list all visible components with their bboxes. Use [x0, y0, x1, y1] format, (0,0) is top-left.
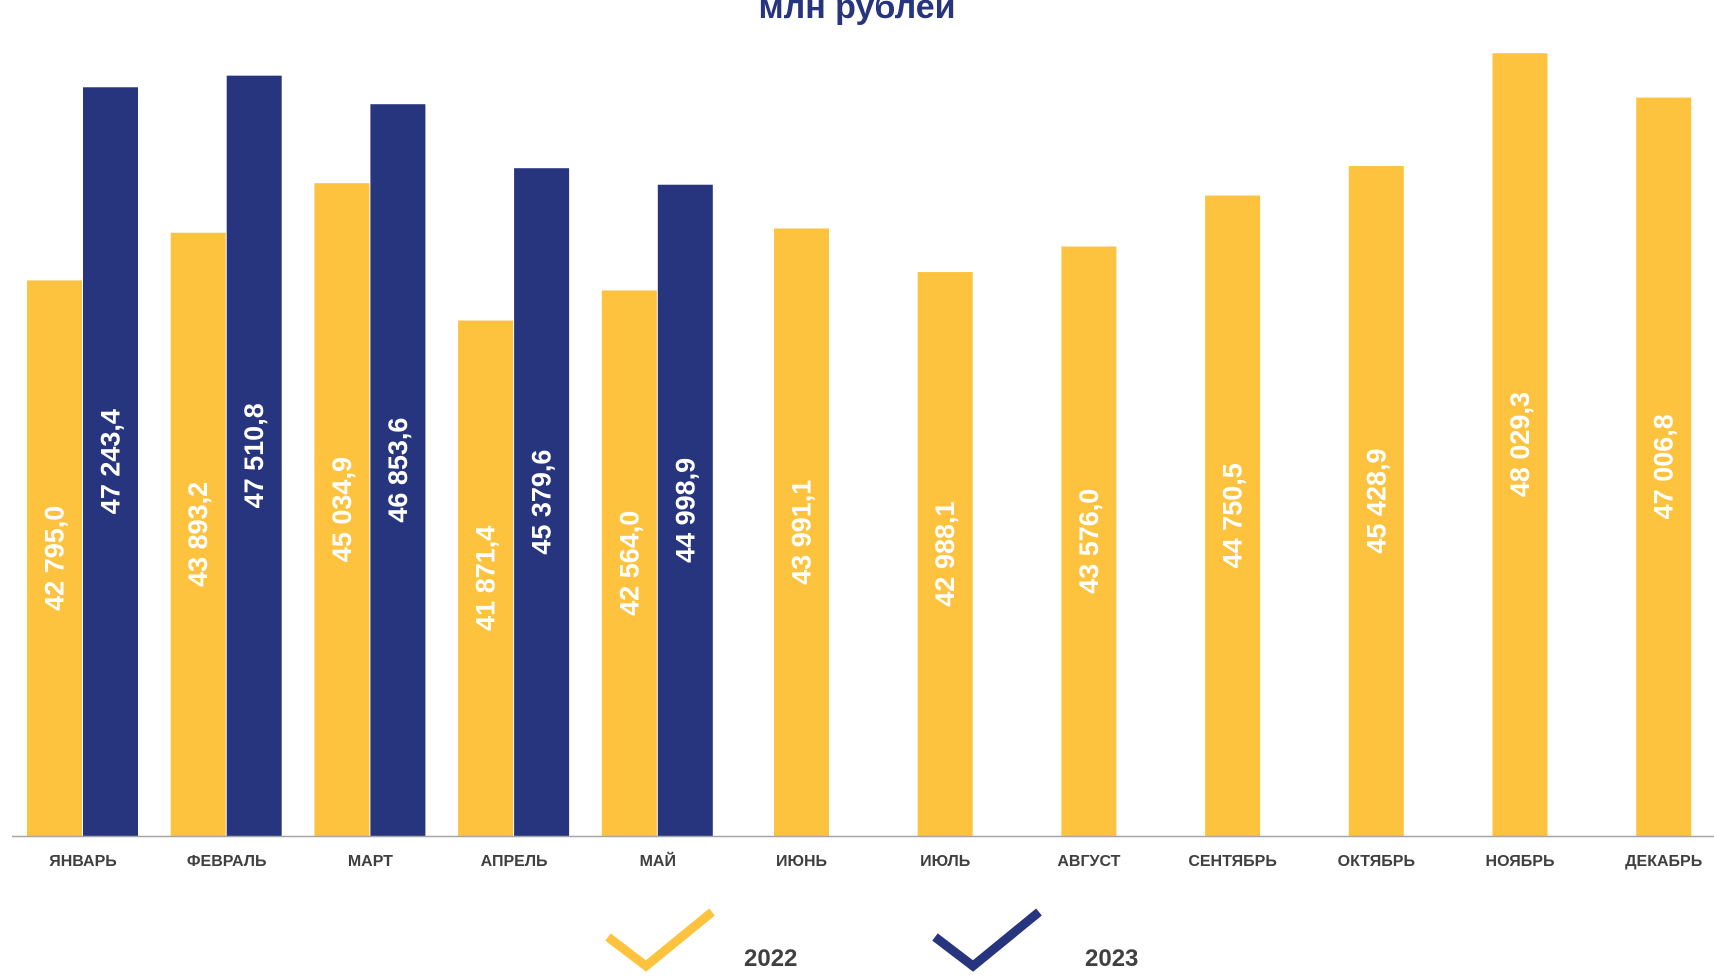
data-label-2023-1: 47 243,4: [96, 409, 126, 514]
x-tick-label-4: АПРЕЛЬ: [481, 853, 548, 870]
bar-2022-4: [458, 320, 514, 836]
bar-2023-2: [226, 75, 282, 837]
bar-2023-1: [83, 87, 138, 836]
x-tick-label-11: НОЯБРЬ: [1486, 853, 1555, 870]
bar-2023-3: [370, 104, 426, 836]
bar-2022-1: [27, 280, 82, 837]
legend-label-2023: 2023: [1085, 945, 1138, 972]
data-label-2022-6: 43 991,1: [787, 480, 817, 585]
legend-marker-2022: [605, 908, 715, 972]
legend-label-2022: 2022: [744, 945, 797, 972]
bar-2023-4: [514, 168, 570, 836]
data-label-2022-9: 44 750,5: [1218, 463, 1248, 568]
data-label-2022-7: 42 988,1: [930, 501, 960, 606]
bar-2022-2: [170, 232, 226, 837]
bar-2022-9: [1205, 195, 1261, 836]
data-label-2023-4: 45 379,6: [527, 450, 557, 555]
x-tick-label-7: ИЮЛЬ: [920, 853, 970, 870]
data-label-2022-10: 45 428,9: [1361, 448, 1391, 553]
bar-2022-12: [1636, 97, 1692, 836]
data-label-2023-3: 46 853,6: [383, 418, 413, 523]
x-tick-label-2: ФЕВРАЛЬ: [187, 853, 267, 870]
x-tick-label-5: МАЙ: [640, 851, 676, 870]
bar-2022-10: [1348, 166, 1404, 837]
x-tick-label-12: ДЕКАБРЬ: [1625, 853, 1702, 870]
data-label-2022-12: 47 006,8: [1649, 414, 1679, 519]
bar-2022-5: [601, 290, 657, 836]
bar-2023-5: [657, 184, 713, 836]
bar-2022-11: [1492, 53, 1548, 837]
data-label-2023-5: 44 998,9: [670, 458, 700, 563]
data-label-2022-1: 42 795,0: [40, 506, 70, 611]
x-tick-label-3: МАРТ: [348, 853, 393, 870]
x-tick-label-10: ОКТЯБРЬ: [1338, 853, 1415, 870]
legend-marker-2023: [932, 908, 1042, 972]
data-label-2023-2: 47 510,8: [239, 403, 269, 508]
data-label-2022-4: 41 871,4: [471, 526, 501, 631]
data-label-2022-2: 43 893,2: [183, 482, 213, 587]
x-tick-label-6: ИЮНЬ: [776, 853, 827, 870]
data-label-2022-11: 48 029,3: [1505, 392, 1535, 497]
x-tick-label-1: ЯНВАРЬ: [49, 853, 117, 870]
data-label-2022-5: 42 564,0: [614, 511, 644, 616]
data-label-2022-3: 45 034,9: [327, 457, 357, 562]
x-tick-label-9: СЕНТЯБРЬ: [1188, 853, 1277, 870]
data-label-2022-8: 43 576,0: [1074, 489, 1104, 594]
bar-2022-8: [1061, 246, 1117, 836]
bar-2022-7: [917, 272, 973, 836]
bar-2022-3: [314, 183, 370, 836]
x-tick-label-8: АВГУСТ: [1057, 853, 1120, 870]
chart-title: млн рублей: [758, 0, 956, 26]
bar-2022-6: [774, 228, 829, 837]
